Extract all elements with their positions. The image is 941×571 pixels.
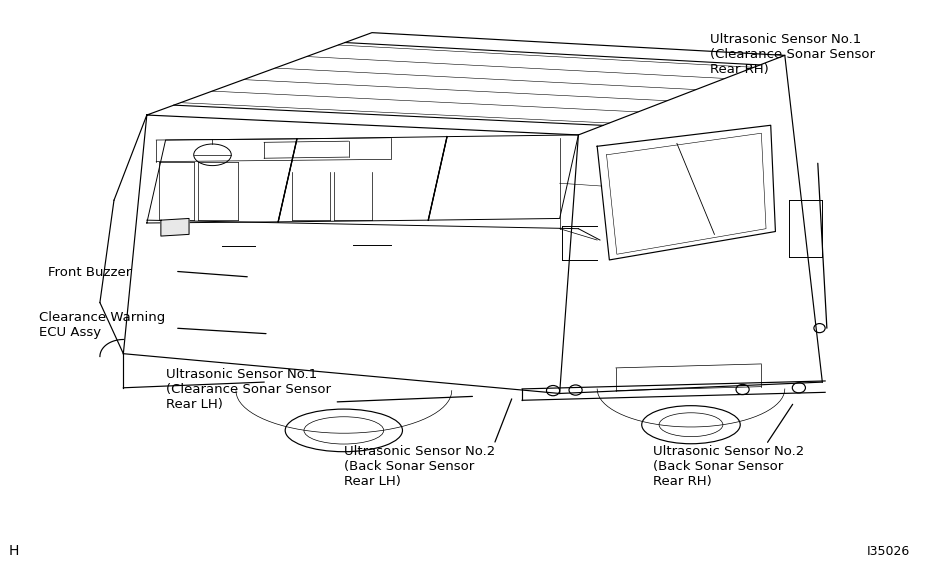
Text: Clearance Warning
ECU Assy: Clearance Warning ECU Assy (39, 311, 166, 339)
Polygon shape (161, 219, 189, 236)
Text: I35026: I35026 (867, 545, 910, 558)
Text: Ultrasonic Sensor No.1
(Clearance Sonar Sensor
Rear LH): Ultrasonic Sensor No.1 (Clearance Sonar … (166, 368, 330, 411)
Text: Ultrasonic Sensor No.1
(Clearance Sonar Sensor
Rear RH): Ultrasonic Sensor No.1 (Clearance Sonar … (710, 33, 875, 75)
Text: H: H (8, 544, 19, 558)
Text: Front Buzzer: Front Buzzer (48, 266, 132, 279)
Text: Ultrasonic Sensor No.2
(Back Sonar Sensor
Rear RH): Ultrasonic Sensor No.2 (Back Sonar Senso… (653, 445, 805, 488)
Text: Ultrasonic Sensor No.2
(Back Sonar Sensor
Rear LH): Ultrasonic Sensor No.2 (Back Sonar Senso… (343, 445, 495, 488)
